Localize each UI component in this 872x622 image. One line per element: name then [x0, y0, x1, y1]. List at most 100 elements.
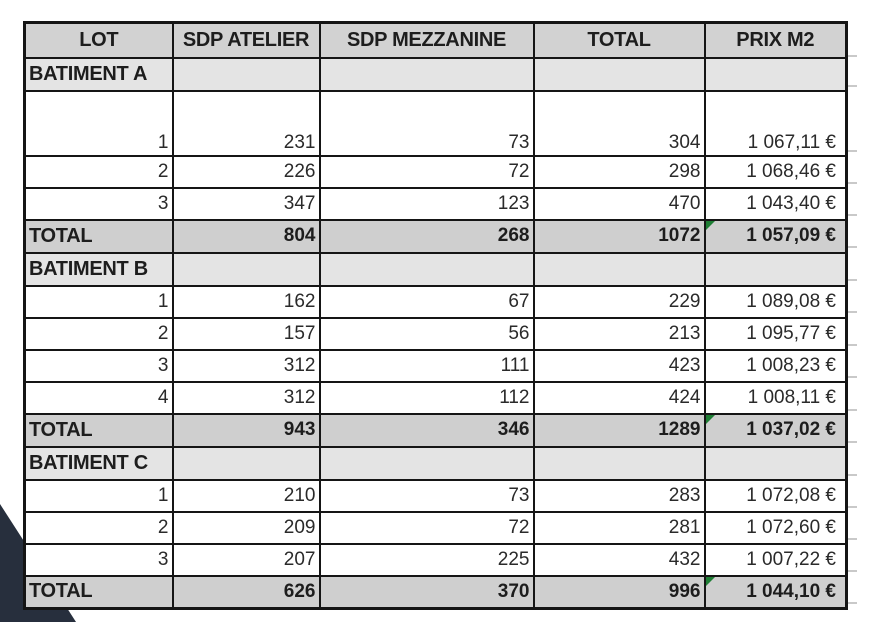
cell-sdp-atelier: 312 [171, 380, 321, 415]
cell-lot: 2 [23, 510, 174, 545]
cell-lot: 3 [23, 542, 174, 577]
empty-cell [703, 251, 848, 287]
prix-value: 1 057,09 € [746, 225, 836, 246]
cell-sdp-atelier: 210 [171, 478, 321, 513]
data-row: 1 162 67 229 1 089,08 € [23, 284, 848, 319]
empty-cell [171, 445, 321, 481]
cell-prix-m2-total: 1 044,10 € [703, 574, 848, 610]
empty-cell [318, 56, 535, 92]
empty-cell [532, 445, 706, 481]
cell-prix-m2-total: 1 037,02 € [703, 412, 848, 448]
section-label: BATIMENT B [23, 251, 174, 287]
cell-sdp-mezzanine: 56 [318, 316, 535, 351]
cell-sdp-mezzanine: 73 [318, 89, 535, 157]
empty-cell [532, 251, 706, 287]
cell-prix-m2: 1 072,60 € [703, 510, 848, 545]
data-row: 2 226 72 298 1 068,46 € [23, 154, 848, 189]
gridline-stub [845, 214, 857, 216]
data-row: 3 347 123 470 1 043,40 € [23, 186, 848, 221]
empty-cell [318, 445, 535, 481]
cell-sdp-mezzanine: 72 [318, 510, 535, 545]
total-label: TOTAL [23, 574, 174, 610]
data-row: 3 312 111 423 1 008,23 € [23, 348, 848, 383]
column-header-prix-m2: PRIX M2 [703, 21, 848, 59]
error-indicator-triangle-icon [706, 415, 715, 424]
gridline-stub [845, 506, 857, 508]
header-row: LOT SDP ATELIER SDP MEZZANINE TOTAL PRIX… [23, 21, 848, 59]
cell-total: 424 [532, 380, 706, 415]
cell-total: 283 [532, 478, 706, 513]
cell-total-total: 1289 [532, 412, 706, 448]
cell-sdp-mezzanine: 112 [318, 380, 535, 415]
cell-sdp-atelier: 157 [171, 316, 321, 351]
cell-prix-m2: 1 043,40 € [703, 186, 848, 221]
cell-lot: 3 [23, 186, 174, 221]
cell-prix-m2: 1 008,23 € [703, 348, 848, 383]
empty-cell [532, 56, 706, 92]
pricing-table: LOT SDP ATELIER SDP MEZZANINE TOTAL PRIX… [23, 21, 848, 610]
empty-cell [703, 445, 848, 481]
data-row: 3 207 225 432 1 007,22 € [23, 542, 848, 577]
section-label: BATIMENT A [23, 56, 174, 92]
empty-cell [171, 251, 321, 287]
cell-total-total: 1072 [532, 218, 706, 254]
column-header-total: TOTAL [532, 21, 706, 59]
cell-sdp-atelier: 312 [171, 348, 321, 383]
data-row: 4 312 112 424 1 008,11 € [23, 380, 848, 415]
column-header-sdp-atelier: SDP ATELIER [171, 21, 321, 59]
gridline-stub [845, 409, 857, 411]
cell-prix-m2: 1 067,11 € [703, 89, 848, 157]
cell-total: 304 [532, 89, 706, 157]
cell-prix-m2: 1 068,46 € [703, 154, 848, 189]
cell-lot: 1 [23, 284, 174, 319]
data-row: 1 231 73 304 1 067,11 € [23, 89, 848, 157]
gridline-stub [845, 246, 857, 248]
gridline-stub [845, 182, 857, 184]
total-row-batiment-b: TOTAL 943 346 1289 1 037,02 € [23, 412, 848, 448]
cell-total: 229 [532, 284, 706, 319]
gridline-stub [845, 55, 857, 57]
cell-total: 470 [532, 186, 706, 221]
section-row-batiment-c: BATIMENT C [23, 445, 848, 481]
section-row-batiment-a: BATIMENT A [23, 56, 848, 92]
cell-sdp-mezzanine: 73 [318, 478, 535, 513]
total-row-batiment-c: TOTAL 626 370 996 1 044,10 € [23, 574, 848, 610]
gridline-stub [845, 376, 857, 378]
cell-sdp-atelier-total: 626 [171, 574, 321, 610]
prix-value: 1 044,10 € [746, 580, 836, 602]
cell-prix-m2: 1 072,08 € [703, 478, 848, 513]
column-header-lot: LOT [23, 21, 174, 59]
gridline-stub [845, 441, 857, 443]
total-row-batiment-a: TOTAL 804 268 1072 1 057,09 € [23, 218, 848, 254]
cell-sdp-mezzanine-total: 346 [318, 412, 535, 448]
cell-sdp-atelier: 231 [171, 89, 321, 157]
gridline-stub [845, 279, 857, 281]
cell-sdp-mezzanine: 225 [318, 542, 535, 577]
gridline-stub [845, 311, 857, 313]
cell-sdp-atelier: 162 [171, 284, 321, 319]
cell-lot: 2 [23, 154, 174, 189]
cell-lot: 4 [23, 380, 174, 415]
data-row: 2 209 72 281 1 072,60 € [23, 510, 848, 545]
gridline-stub [845, 85, 857, 87]
cell-total: 281 [532, 510, 706, 545]
cell-prix-m2-total: 1 057,09 € [703, 218, 848, 254]
error-indicator-triangle-icon [706, 221, 715, 230]
cell-total: 432 [532, 542, 706, 577]
gridline-stub [845, 538, 857, 540]
cell-sdp-mezzanine-total: 370 [318, 574, 535, 610]
gridline-stub [845, 344, 857, 346]
column-header-sdp-mezzanine: SDP MEZZANINE [318, 21, 535, 59]
cell-sdp-atelier: 347 [171, 186, 321, 221]
gridline-stub [845, 474, 857, 476]
cell-lot: 1 [23, 478, 174, 513]
total-label: TOTAL [23, 412, 174, 448]
gridline-stub [845, 570, 857, 572]
empty-cell [171, 56, 321, 92]
total-label: TOTAL [23, 218, 174, 254]
cell-sdp-atelier-total: 804 [171, 218, 321, 254]
data-row: 1 210 73 283 1 072,08 € [23, 478, 848, 513]
cell-prix-m2: 1 095,77 € [703, 316, 848, 351]
cell-lot: 1 [23, 89, 174, 157]
